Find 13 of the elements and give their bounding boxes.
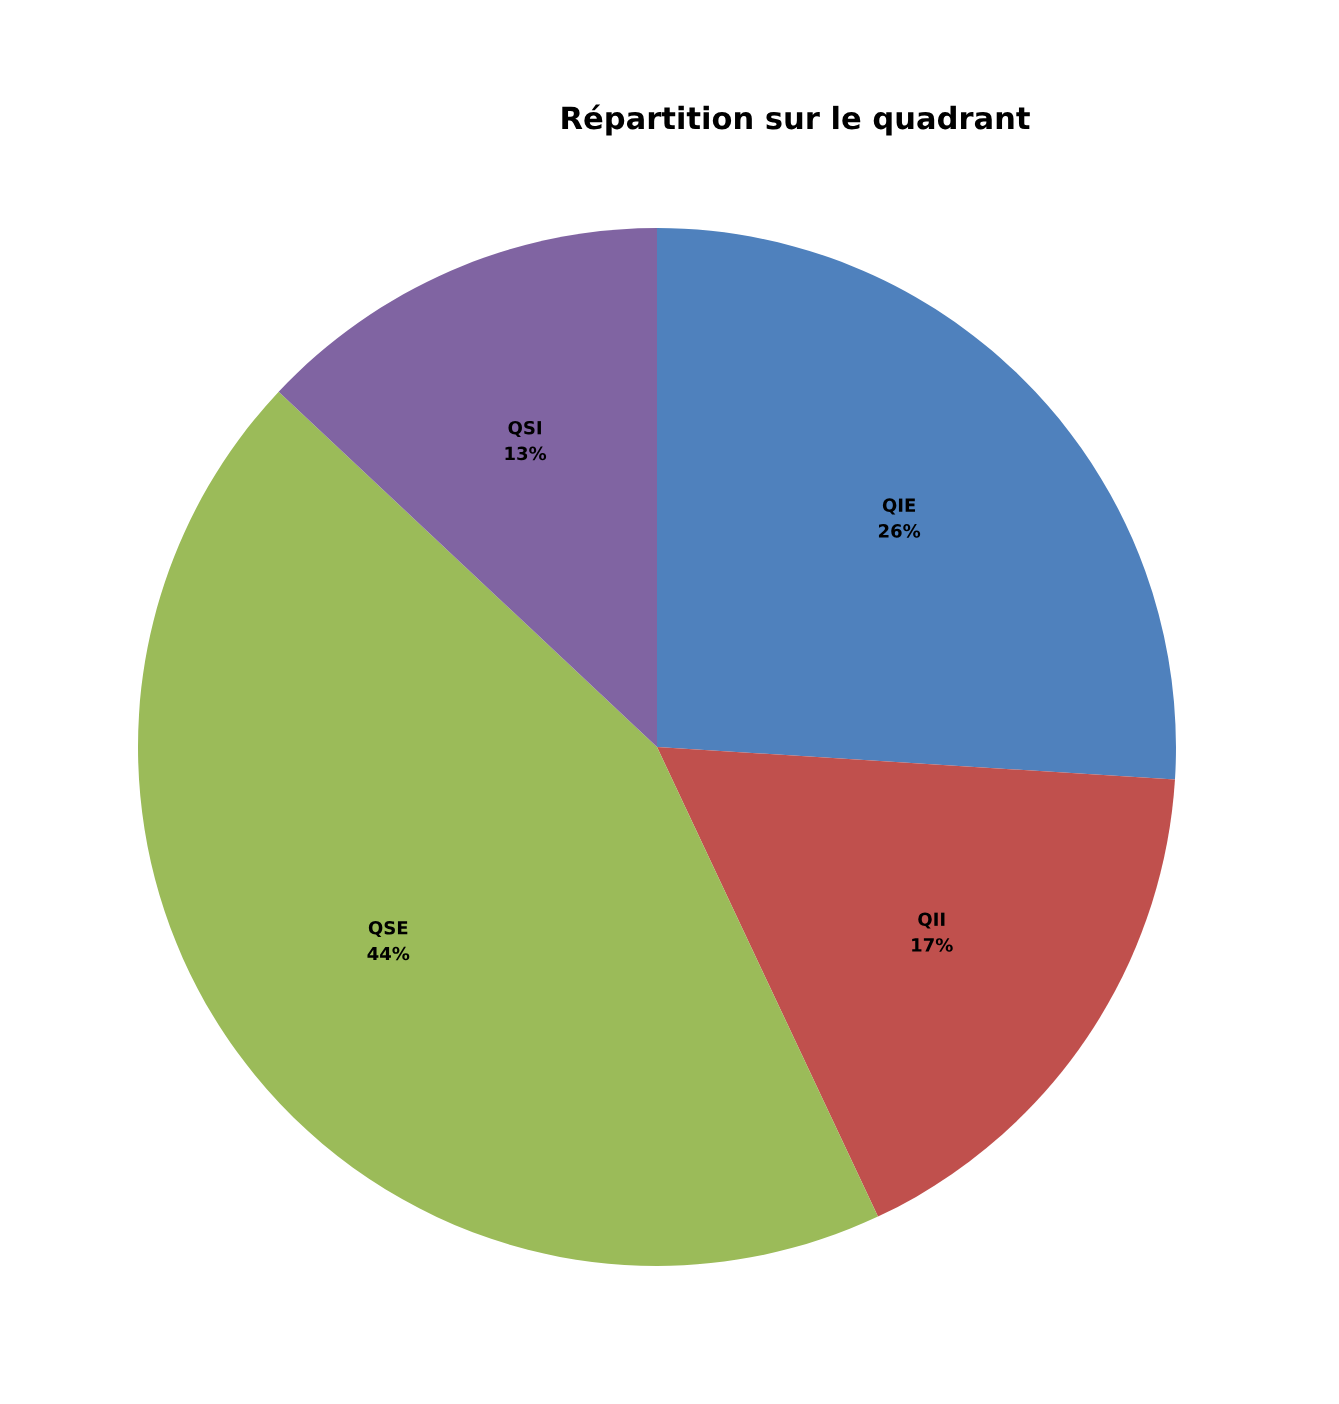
pie-slice bbox=[657, 228, 1176, 780]
slice-label: QSI bbox=[508, 420, 541, 437]
pie-slice bbox=[657, 747, 1175, 1217]
data-label: 17% bbox=[912, 938, 953, 952]
chart-title: Répartition sur le quadrant bbox=[562, 104, 1030, 136]
data-label: 13% bbox=[505, 446, 547, 461]
pie-slice bbox=[278, 228, 657, 747]
data-label: 26% bbox=[878, 524, 921, 538]
slice-label: QIE bbox=[882, 498, 916, 515]
pie-slice bbox=[138, 391, 878, 1266]
slice-label: QII bbox=[918, 912, 945, 929]
data-label: 44% bbox=[367, 946, 410, 961]
slice-label: QSE bbox=[368, 920, 408, 937]
